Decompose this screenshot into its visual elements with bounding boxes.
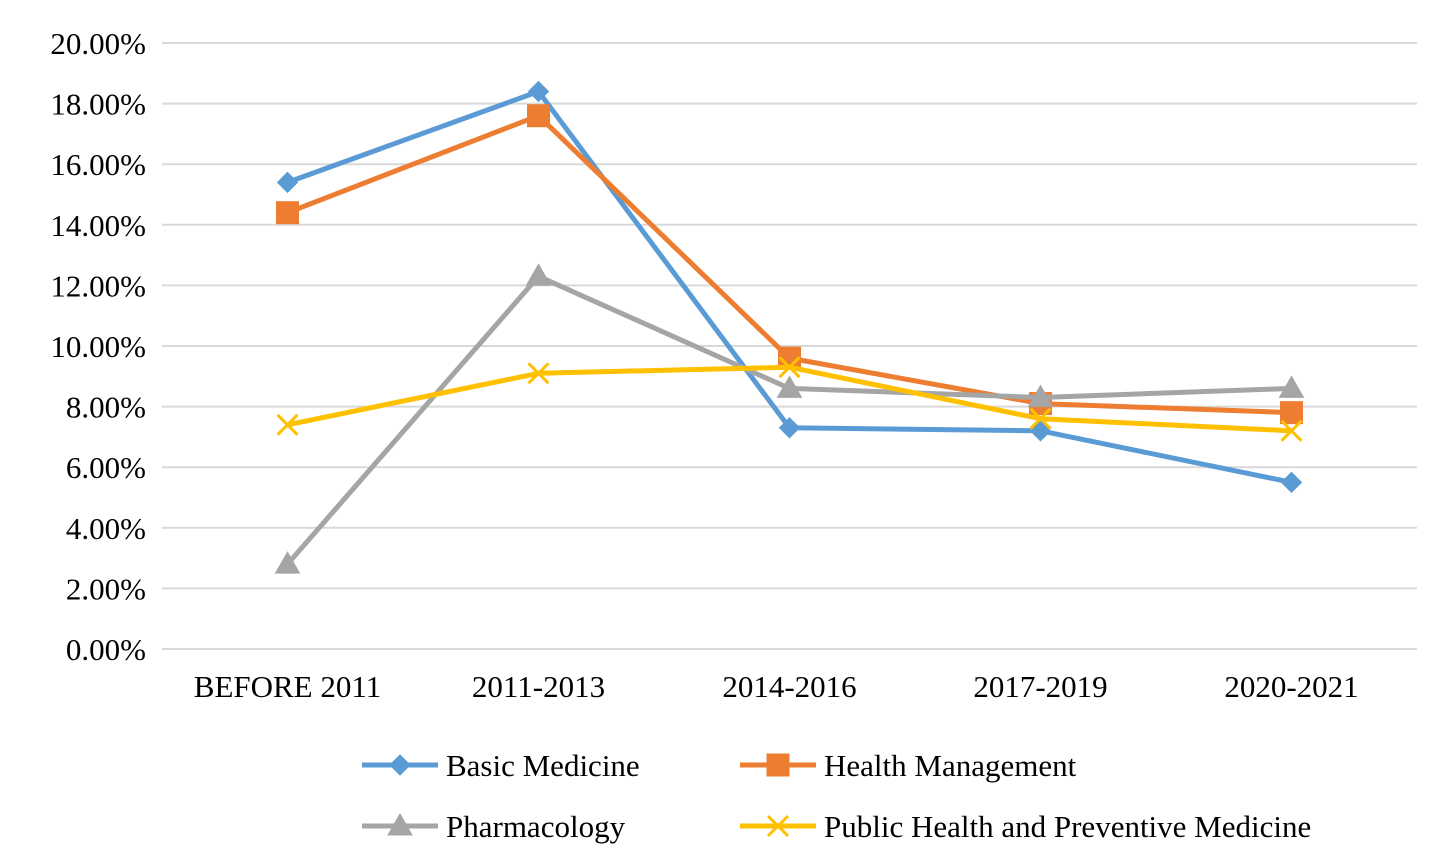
data-point: [778, 417, 801, 439]
x-tick-label: 2014-2016: [722, 669, 856, 704]
series-pharmacology: [274, 263, 1305, 574]
legend-marker: [387, 812, 413, 836]
y-tick-label: 12.00%: [50, 268, 146, 303]
legend-item: Health Management: [740, 748, 1077, 783]
y-tick-label: 14.00%: [50, 208, 146, 243]
gridlines: [162, 42, 1417, 650]
data-point: [527, 104, 550, 128]
y-tick-label: 2.00%: [66, 571, 146, 606]
y-tick-label: 6.00%: [66, 450, 146, 485]
legend: Basic Medicine Health Management Pharmacol…: [362, 748, 1311, 844]
y-tick-label: 16.00%: [50, 147, 146, 182]
data-point: [1029, 407, 1052, 430]
data-point: [276, 413, 299, 436]
legend-item: Basic Medicine: [362, 748, 640, 783]
legend-item: Public Health and Preventive Medicine: [740, 809, 1311, 844]
legend-label: Public Health and Preventive Medicine: [824, 809, 1311, 844]
x-tick-label: 2020-2021: [1224, 669, 1358, 704]
data-point: [527, 362, 550, 385]
y-tick-label: 20.00%: [50, 26, 146, 61]
data-point: [776, 375, 803, 398]
series-public-health-and-preventive-medicine: [276, 356, 1303, 442]
y-tick-label: 8.00%: [66, 390, 146, 425]
y-tick-label: 18.00%: [50, 87, 146, 122]
legend-marker: [389, 754, 411, 776]
y-tick-label: 10.00%: [50, 329, 146, 364]
series-lines: [274, 80, 1305, 574]
legend-marker: [766, 814, 790, 838]
data-point: [274, 551, 301, 574]
y-axis-ticks: 0.00% 2.00% 4.00% 6.00% 8.00% 10.00% 12.00% 14.…: [50, 26, 146, 667]
data-point: [1278, 375, 1305, 398]
x-tick-label: BEFORE 2011: [194, 669, 381, 704]
data-point: [1027, 384, 1054, 408]
data-point: [1280, 401, 1303, 425]
data-point: [778, 356, 801, 379]
series-basic-medicine: [276, 80, 1303, 494]
data-point: [276, 201, 299, 225]
data-point: [276, 171, 299, 194]
legend-item: Pharmacology: [362, 809, 626, 844]
data-point: [525, 263, 552, 286]
legend-label: Pharmacology: [446, 809, 626, 844]
x-axis-ticks: BEFORE 2011 2011-2013 2014-2016 2017-2019 20…: [194, 669, 1359, 704]
data-point: [1280, 419, 1303, 442]
data-point: [1280, 471, 1303, 494]
x-tick-label: 2011-2013: [472, 669, 605, 704]
legend-label: Health Management: [824, 748, 1077, 783]
x-tick-label: 2017-2019: [973, 669, 1107, 704]
legend-marker: [766, 753, 790, 777]
legend-label: Basic Medicine: [446, 748, 640, 783]
y-tick-label: 4.00%: [66, 511, 146, 546]
data-point: [527, 80, 550, 103]
y-tick-label: 0.00%: [66, 632, 146, 667]
